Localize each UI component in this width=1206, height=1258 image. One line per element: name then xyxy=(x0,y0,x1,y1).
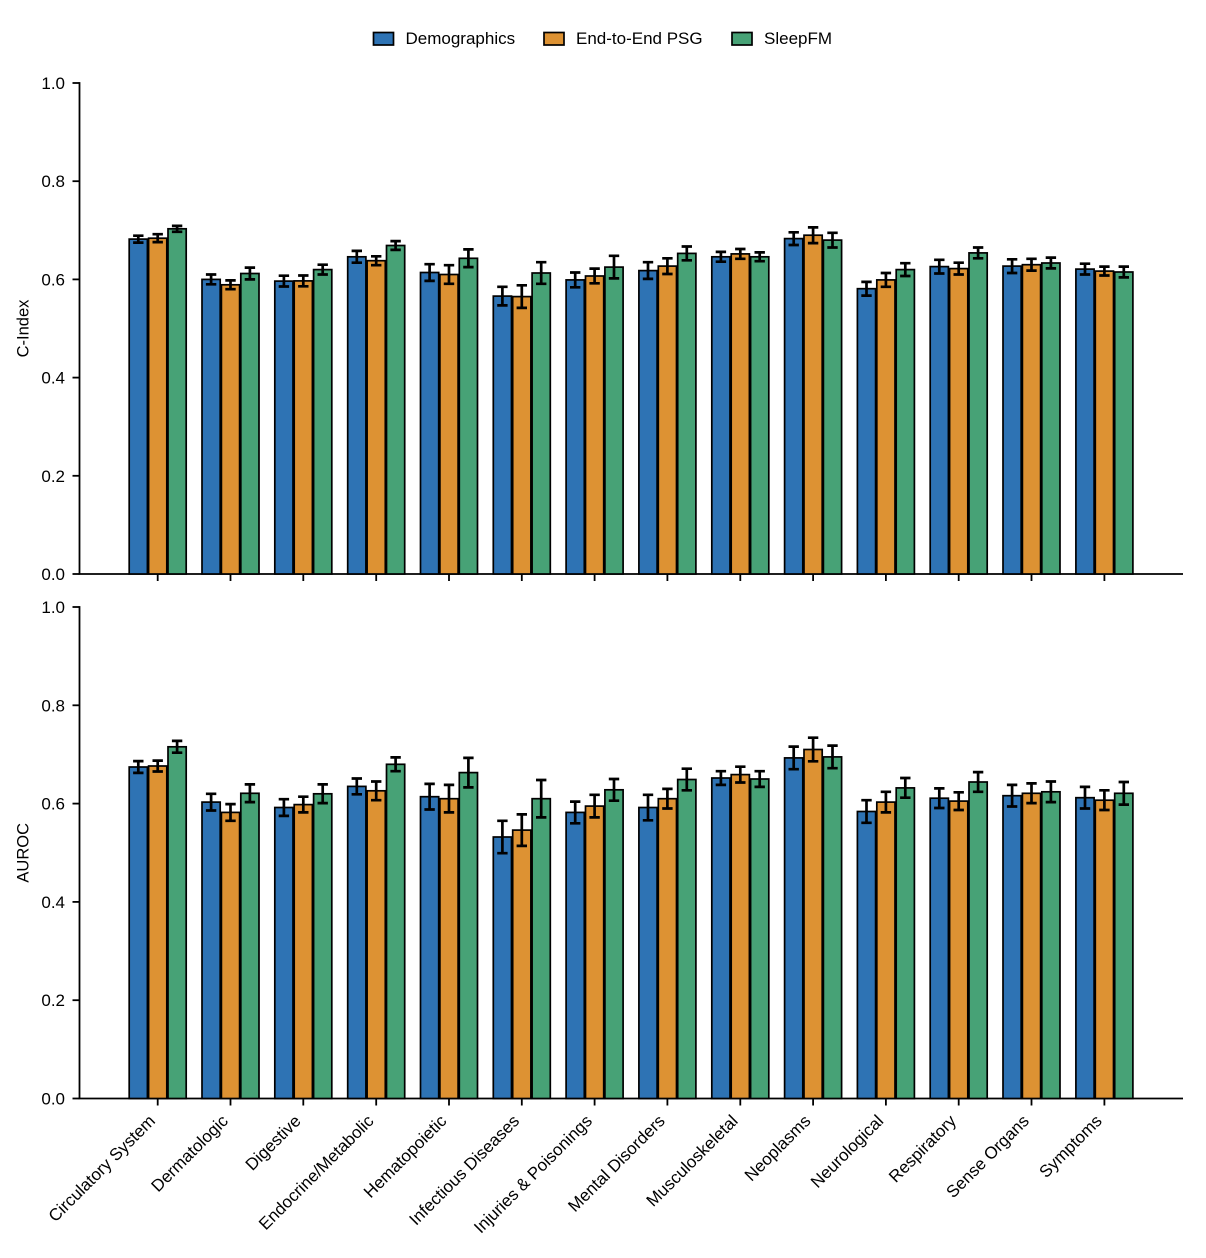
svg-text:0.0: 0.0 xyxy=(41,565,65,584)
svg-text:0.8: 0.8 xyxy=(41,696,65,715)
svg-text:0.2: 0.2 xyxy=(41,467,65,486)
svg-text:0.2: 0.2 xyxy=(41,991,65,1010)
svg-text:1.0: 1.0 xyxy=(41,598,65,617)
svg-text:0.0: 0.0 xyxy=(41,1090,65,1109)
svg-text:0.6: 0.6 xyxy=(41,270,65,289)
svg-text:AUROC: AUROC xyxy=(15,823,33,883)
svg-text:SleepFM: SleepFM xyxy=(764,29,832,48)
svg-text:0.4: 0.4 xyxy=(41,893,65,912)
svg-text:1.0: 1.0 xyxy=(41,74,65,93)
svg-text:0.6: 0.6 xyxy=(41,795,65,814)
svg-text:Demographics: Demographics xyxy=(406,29,516,48)
svg-text:C-Index: C-Index xyxy=(15,299,33,358)
svg-text:End-to-End PSG: End-to-End PSG xyxy=(576,29,703,48)
svg-text:0.8: 0.8 xyxy=(41,172,65,191)
svg-text:0.4: 0.4 xyxy=(41,369,65,388)
